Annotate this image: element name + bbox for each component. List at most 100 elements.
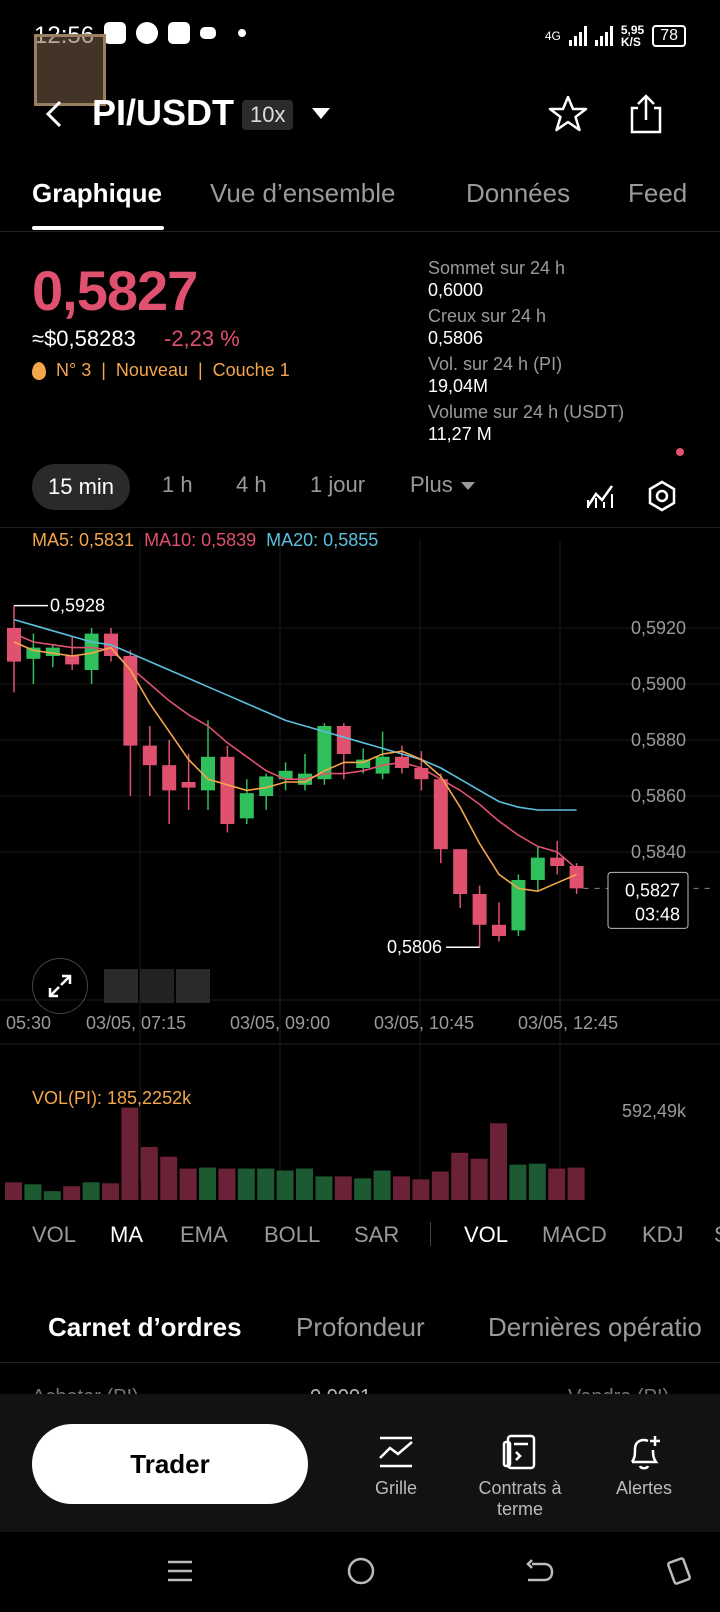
- volume-bar: [140, 1146, 158, 1200]
- grid-button[interactable]: Grille: [336, 1432, 456, 1499]
- message-icon: [200, 27, 216, 39]
- stat-vol-usdt-label: Volume sur 24 h (USDT): [428, 402, 625, 422]
- time-axis-label: 03/05, 09:00: [230, 1013, 330, 1033]
- tab-data[interactable]: Données: [466, 178, 571, 208]
- candle-body: [414, 768, 429, 780]
- candle-body: [142, 745, 157, 766]
- leverage-badge[interactable]: 10x: [242, 100, 294, 130]
- interval-15min[interactable]: 15 min: [32, 464, 131, 510]
- back-icon[interactable]: [42, 96, 66, 141]
- tab-trades[interactable]: Dernières opératio: [488, 1312, 702, 1342]
- indicator-icon[interactable]: [586, 482, 616, 515]
- interval-1h[interactable]: 1 h: [162, 472, 193, 497]
- expand-icon[interactable]: [32, 958, 88, 1014]
- volume-bar: [160, 1156, 178, 1200]
- futures-button[interactable]: Contrats à terme: [460, 1432, 580, 1520]
- ma-legend: MA5: 0,5831 MA10: 0,5839 MA20: 0,5855: [32, 530, 378, 551]
- price-change: -2,23 %: [164, 326, 240, 351]
- layer-tag[interactable]: Couche 1: [212, 360, 290, 380]
- divider: [0, 1362, 720, 1363]
- tab-orderbook[interactable]: Carnet d’ordres: [48, 1312, 242, 1342]
- ma5-line: [13, 641, 577, 893]
- price-tick-label: 0,5860: [631, 786, 686, 806]
- chevron-down-icon[interactable]: [312, 108, 330, 119]
- stat-high-value: 0,6000: [428, 280, 484, 300]
- overlay-icon: [34, 34, 106, 106]
- usd-price: ≈$0,58283: [32, 326, 136, 351]
- interval-more[interactable]: Plus: [410, 472, 475, 498]
- volume-bar: [431, 1171, 449, 1200]
- rank-tag[interactable]: N° 3: [56, 360, 92, 380]
- volume-max-label: 592,49k: [622, 1101, 687, 1121]
- trade-button[interactable]: Trader: [32, 1424, 308, 1504]
- time-axis-label: 05:30: [6, 1013, 51, 1033]
- share-icon[interactable]: [626, 92, 666, 141]
- time-axis-label: 03/05, 12:45: [518, 1013, 618, 1033]
- alerts-label: Alertes: [615, 1478, 673, 1498]
- indicator-ema[interactable]: EMA: [180, 1222, 228, 1247]
- volume-bar: [451, 1152, 469, 1200]
- divider: [0, 231, 720, 232]
- more-dot-icon: [238, 29, 246, 37]
- pair-title[interactable]: PI/USDT: [92, 92, 235, 133]
- indicator-sar[interactable]: SAR: [354, 1222, 400, 1247]
- price-tick-label: 0,5920: [631, 618, 686, 638]
- tab-chart[interactable]: Graphique: [32, 178, 163, 208]
- volume-bar: [276, 1170, 294, 1200]
- indicator-vol-main[interactable]: VOL: [32, 1222, 77, 1247]
- star-icon[interactable]: [548, 94, 588, 139]
- volume-bar: [334, 1176, 352, 1200]
- candle-body: [123, 656, 138, 746]
- ma5-label: MA5: 0,5831: [32, 530, 135, 550]
- candle-body: [433, 779, 448, 850]
- home-nav-icon[interactable]: [346, 1556, 376, 1591]
- candle-body: [45, 647, 60, 656]
- indicator-more[interactable]: S: [714, 1222, 720, 1248]
- volume-bar: [509, 1164, 527, 1200]
- volume-bar: [315, 1176, 333, 1200]
- candle-body: [550, 857, 565, 866]
- grid-bot-icon: [379, 1436, 413, 1468]
- flame-icon: [32, 361, 46, 380]
- indicator-kdj[interactable]: KDJ: [642, 1222, 684, 1247]
- ma10-line: [13, 632, 578, 870]
- indicator-ma[interactable]: MA: [110, 1222, 143, 1247]
- tab-depth[interactable]: Profondeur: [296, 1312, 425, 1342]
- interval-4h[interactable]: 4 h: [236, 472, 267, 497]
- back-nav-icon[interactable]: [524, 1558, 554, 1591]
- menu-nav-icon[interactable]: [166, 1558, 194, 1589]
- tab-feed[interactable]: Feed: [628, 178, 688, 208]
- settings-icon[interactable]: [646, 480, 678, 517]
- interval-1d[interactable]: 1 jour: [310, 472, 366, 497]
- volume-bar: [412, 1179, 430, 1200]
- messenger-icon: [168, 22, 190, 44]
- candle-body: [26, 647, 41, 659]
- signal-icon: [568, 26, 587, 46]
- rotate-icon[interactable]: [664, 1554, 694, 1593]
- countdown-label: 03:48: [635, 904, 680, 924]
- candle-body: [492, 924, 506, 936]
- volume-bar: [354, 1178, 372, 1200]
- alerts-button[interactable]: Alertes: [584, 1432, 704, 1499]
- network-label: 4G: [544, 29, 561, 43]
- candlestick-chart[interactable]: 0,5920 0,5900 0,5880 0,5860 0,5840 0,5928 0,58…: [0, 540, 720, 1210]
- chevron-down-icon: [460, 482, 475, 491]
- indicator-macd[interactable]: MACD: [542, 1222, 607, 1247]
- candle-body: [162, 765, 177, 791]
- volume-bar: [82, 1182, 100, 1200]
- candle-body: [239, 793, 254, 819]
- volume-bar: [5, 1182, 22, 1200]
- indicator-boll[interactable]: BOLL: [264, 1222, 321, 1247]
- candle-body: [259, 776, 274, 796]
- ma10-label: MA10: 0,5839: [144, 530, 257, 550]
- indicator-vol-sub[interactable]: VOL: [464, 1222, 509, 1247]
- new-tag[interactable]: Nouveau: [115, 360, 188, 380]
- candle-body: [472, 894, 487, 925]
- volume-bar: [393, 1176, 410, 1200]
- notification-dot: [676, 448, 684, 456]
- contract-icon: [502, 1434, 536, 1470]
- stat-vol-pi-value: 19,04M: [428, 376, 489, 396]
- tab-overview[interactable]: Vue d’ensemble: [210, 178, 396, 208]
- volume-bar: [296, 1168, 313, 1200]
- volume-bar: [373, 1170, 391, 1200]
